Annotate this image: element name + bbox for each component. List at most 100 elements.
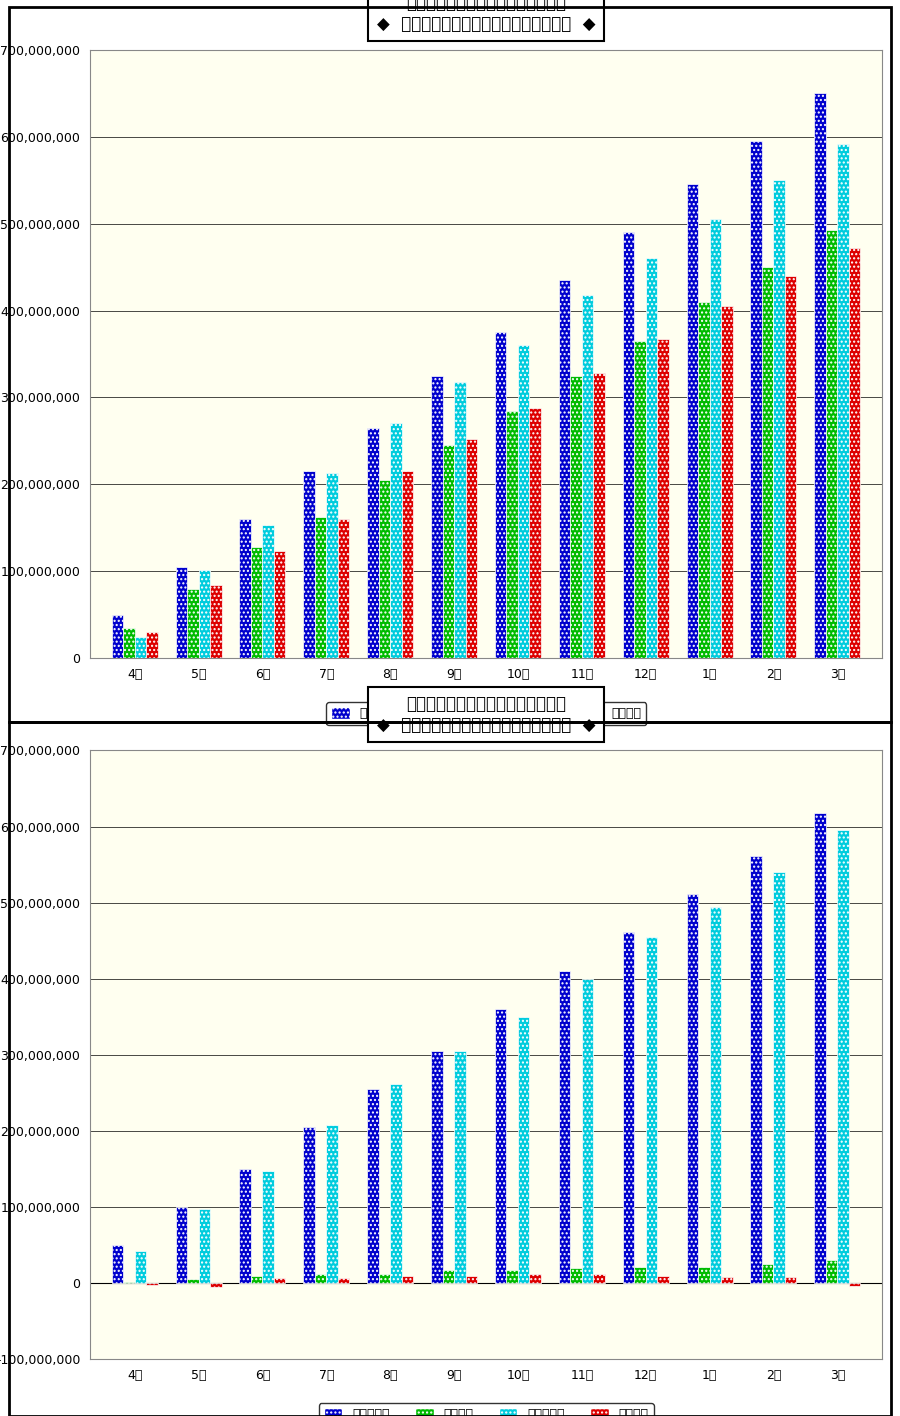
Bar <box>762 1264 773 1283</box>
Bar <box>687 184 698 658</box>
Bar <box>199 1209 210 1283</box>
Bar <box>303 472 315 658</box>
Bar <box>751 855 762 1283</box>
Bar <box>687 893 698 1283</box>
Bar <box>251 547 263 658</box>
Bar <box>623 232 634 658</box>
Bar <box>401 1276 413 1283</box>
Bar <box>379 480 391 658</box>
Bar <box>315 1274 327 1283</box>
Bar <box>239 520 251 658</box>
Bar <box>199 569 210 658</box>
Bar <box>135 637 146 658</box>
Bar <box>645 258 657 658</box>
Bar <box>495 1010 507 1283</box>
Bar <box>465 1276 477 1283</box>
Bar <box>112 1245 123 1283</box>
Bar <box>698 1266 709 1283</box>
Bar <box>571 375 581 658</box>
Bar <box>559 971 571 1283</box>
Bar <box>454 1051 465 1283</box>
Bar <box>210 1283 221 1287</box>
Bar <box>698 302 709 658</box>
Bar <box>559 280 571 658</box>
Bar <box>263 1171 274 1283</box>
Bar <box>581 295 593 658</box>
Bar <box>709 219 721 658</box>
Bar <box>814 93 826 658</box>
Bar <box>146 1283 158 1284</box>
Bar <box>465 439 477 658</box>
Bar <box>274 1277 285 1283</box>
Bar <box>239 1170 251 1283</box>
Bar <box>123 1281 135 1283</box>
Legend: 計画総経費, 計画利益, 実績総経費, 実績利益: 計画総経費, 計画利益, 実績総経費, 実績利益 <box>319 1403 653 1416</box>
Legend: 計画売上, 計画原価, 実績売上, 実績原価: 計画売上, 計画原価, 実績売上, 実績原価 <box>326 702 646 725</box>
Bar <box>634 1266 645 1283</box>
Bar <box>634 341 645 658</box>
Bar <box>581 978 593 1283</box>
Bar <box>315 517 327 658</box>
Bar <box>507 1270 517 1283</box>
Bar <box>826 229 837 658</box>
Bar <box>571 1269 581 1283</box>
Bar <box>785 1277 796 1283</box>
Bar <box>391 423 401 658</box>
Bar <box>327 473 338 658</box>
Bar <box>529 408 541 658</box>
Bar <box>327 1124 338 1283</box>
Bar <box>303 1127 315 1283</box>
Bar <box>837 143 849 658</box>
Bar <box>338 1277 349 1283</box>
Bar <box>762 268 773 658</box>
Bar <box>593 1274 605 1283</box>
Bar <box>401 472 413 658</box>
Bar <box>507 411 517 658</box>
Bar <box>518 346 529 658</box>
Bar <box>529 1274 541 1283</box>
Bar <box>721 306 733 658</box>
Bar <box>367 1089 379 1283</box>
Title: 【経営計画ＶＳ実績　対比推移表】
◆  計画・予算と実績の比較をして下さい  ◆: 【経営計画ＶＳ実績 対比推移表】 ◆ 計画・予算と実績の比較をして下さい ◆ <box>377 0 595 33</box>
Bar <box>443 1270 454 1283</box>
Bar <box>135 1252 146 1283</box>
Bar <box>210 585 221 658</box>
Bar <box>443 445 454 658</box>
Bar <box>837 830 849 1283</box>
Bar <box>518 1017 529 1283</box>
Bar <box>187 1280 199 1283</box>
Bar <box>495 333 507 658</box>
Bar <box>773 872 785 1283</box>
Bar <box>593 374 605 658</box>
Bar <box>146 633 158 658</box>
Bar <box>431 375 443 658</box>
Bar <box>657 1276 669 1283</box>
Bar <box>112 615 123 658</box>
Bar <box>274 551 285 658</box>
Bar <box>367 428 379 658</box>
Bar <box>849 1283 860 1286</box>
Bar <box>849 248 860 658</box>
Bar <box>785 276 796 658</box>
Bar <box>263 525 274 658</box>
Bar <box>623 932 634 1283</box>
Bar <box>721 1277 733 1283</box>
Bar <box>645 937 657 1283</box>
Bar <box>657 340 669 658</box>
Bar <box>379 1274 391 1283</box>
Bar <box>826 1260 837 1283</box>
Bar <box>709 906 721 1283</box>
Bar <box>176 1206 187 1283</box>
Bar <box>391 1083 401 1283</box>
Bar <box>431 1051 443 1283</box>
Bar <box>773 180 785 658</box>
Bar <box>751 140 762 658</box>
Bar <box>187 589 199 658</box>
Bar <box>814 813 826 1283</box>
Bar <box>251 1276 263 1283</box>
Bar <box>338 520 349 658</box>
Bar <box>123 629 135 658</box>
Title: 【経営計画ＶＳ実績　対比推移表】
◆  計画・予算と実績の比較をして下さい  ◆: 【経営計画ＶＳ実績 対比推移表】 ◆ 計画・予算と実績の比較をして下さい ◆ <box>377 695 595 733</box>
Bar <box>176 566 187 658</box>
Bar <box>454 382 465 658</box>
